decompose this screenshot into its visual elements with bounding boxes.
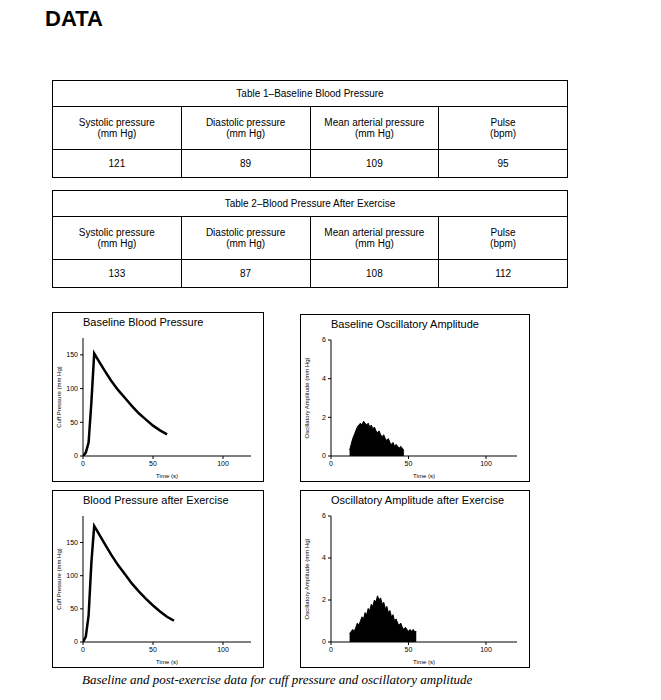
svg-text:Cuff Pressure (mm Hg): Cuff Pressure (mm Hg) [56, 366, 62, 428]
html-text:Diastolic pressure (mm Hg): Diastolic pressure (mm Hg) [205, 117, 286, 139]
html-text:Oscillatory Amplitude after Ex: Oscillatory Amplitude after Exercise [331, 494, 504, 506]
html-text:Baseline and post-exercise dat: Baseline and post-exercise data for cuff… [82, 672, 473, 687]
svg-text:100: 100 [66, 385, 78, 392]
html-text:109: 109 [366, 158, 383, 169]
html-text:121: 121 [108, 158, 126, 169]
html-text:Blood Pressure after Exercise: Blood Pressure after Exercise [83, 494, 229, 506]
html-text:Systolic pressure (mm Hg): Systolic pressure (mm Hg) [78, 227, 155, 249]
svg-text:4: 4 [322, 375, 326, 382]
svg-text:Oscillatory Amplitude (mm Hg): Oscillatory Amplitude (mm Hg) [304, 357, 310, 438]
svg-text:0: 0 [74, 452, 78, 459]
svg-text:100: 100 [480, 646, 492, 653]
html-text:Systolic pressure (mm Hg): Systolic pressure (mm Hg) [78, 117, 155, 139]
html-text:DATA: DATA [45, 6, 103, 31]
svg-text:Time (s): Time (s) [156, 473, 178, 479]
svg-text:0: 0 [74, 638, 78, 645]
svg-text:50: 50 [405, 646, 413, 653]
html-text:108: 108 [366, 268, 383, 279]
svg-text:Time (s): Time (s) [156, 659, 178, 665]
html-text:87: 87 [240, 268, 252, 279]
html-text:89: 89 [240, 158, 252, 169]
svg-text:0: 0 [81, 646, 85, 653]
svg-text:Cuff Pressure (mm Hg): Cuff Pressure (mm Hg) [56, 548, 62, 610]
svg-text:0: 0 [329, 646, 333, 653]
svg-text:150: 150 [66, 539, 78, 546]
html-text:Diastolic pressure (mm Hg): Diastolic pressure (mm Hg) [205, 227, 286, 249]
svg-text:100: 100 [217, 646, 229, 653]
svg-text:150: 150 [66, 351, 78, 358]
svg-text:50: 50 [149, 646, 157, 653]
svg-text:50: 50 [405, 460, 413, 467]
svg-text:0: 0 [81, 460, 85, 467]
svg-text:Time (s): Time (s) [413, 659, 435, 665]
svg-text:Time (s): Time (s) [413, 473, 435, 479]
html-text:Baseline Blood Pressure: Baseline Blood Pressure [83, 316, 204, 328]
svg-text:50: 50 [149, 460, 157, 467]
html-text:133: 133 [108, 268, 126, 279]
svg-text:0: 0 [322, 452, 326, 459]
svg-text:50: 50 [70, 419, 78, 426]
html-text:Table 1–Baseline Blood Pressur: Table 1–Baseline Blood Pressure [236, 88, 384, 99]
svg-text:6: 6 [322, 336, 326, 343]
svg-text:Oscillatory Amplitude (mm Hg): Oscillatory Amplitude (mm Hg) [304, 538, 310, 619]
html-text:Table 2–Blood Pressure After E: Table 2–Blood Pressure After Exercise [224, 198, 396, 209]
svg-text:0: 0 [322, 638, 326, 645]
svg-text:100: 100 [480, 460, 492, 467]
svg-text:100: 100 [66, 572, 78, 579]
svg-text:2: 2 [322, 596, 326, 603]
html-text:95: 95 [497, 158, 509, 169]
svg-text:50: 50 [70, 605, 78, 612]
html-text:Mean arterial pressure (mm Hg): Mean arterial pressure (mm Hg) [324, 227, 425, 249]
svg-text:100: 100 [217, 460, 229, 467]
html-text:Baseline Oscillatory Amplitude: Baseline Oscillatory Amplitude [331, 318, 479, 330]
svg-text:6: 6 [322, 512, 326, 519]
html-text:Mean arterial pressure (mm Hg): Mean arterial pressure (mm Hg) [324, 117, 425, 139]
svg-text:2: 2 [322, 414, 326, 421]
svg-text:4: 4 [322, 554, 326, 561]
html-text:Pulse (bpm): Pulse (bpm) [490, 117, 517, 139]
html-text:112: 112 [495, 268, 512, 279]
svg-text:0: 0 [329, 460, 333, 467]
html-text:Pulse (bpm): Pulse (bpm) [490, 227, 517, 249]
